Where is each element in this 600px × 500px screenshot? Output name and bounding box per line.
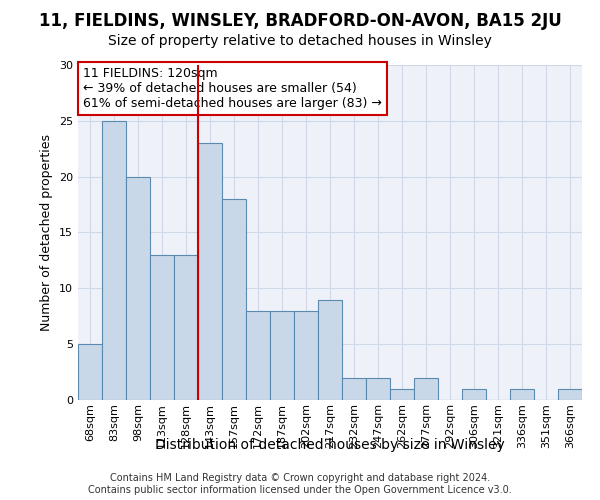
Bar xyxy=(222,199,246,400)
Bar xyxy=(150,255,174,400)
Bar xyxy=(558,389,582,400)
Bar xyxy=(510,389,534,400)
Bar xyxy=(294,310,318,400)
Y-axis label: Number of detached properties: Number of detached properties xyxy=(40,134,53,331)
Bar xyxy=(414,378,438,400)
Text: Size of property relative to detached houses in Winsley: Size of property relative to detached ho… xyxy=(108,34,492,48)
Bar xyxy=(198,143,222,400)
Bar xyxy=(462,389,486,400)
Bar xyxy=(342,378,366,400)
Text: Contains HM Land Registry data © Crown copyright and database right 2024.
Contai: Contains HM Land Registry data © Crown c… xyxy=(88,474,512,495)
Bar xyxy=(270,310,294,400)
Text: Distribution of detached houses by size in Winsley: Distribution of detached houses by size … xyxy=(155,438,505,452)
Text: 11, FIELDINS, WINSLEY, BRADFORD-ON-AVON, BA15 2JU: 11, FIELDINS, WINSLEY, BRADFORD-ON-AVON,… xyxy=(38,12,562,30)
Bar xyxy=(126,176,150,400)
Bar xyxy=(318,300,342,400)
Text: 11 FIELDINS: 120sqm
← 39% of detached houses are smaller (54)
61% of semi-detach: 11 FIELDINS: 120sqm ← 39% of detached ho… xyxy=(83,66,382,110)
Bar xyxy=(246,310,270,400)
Bar xyxy=(102,121,126,400)
Bar xyxy=(78,344,102,400)
Bar xyxy=(390,389,414,400)
Bar xyxy=(366,378,390,400)
Bar xyxy=(174,255,198,400)
